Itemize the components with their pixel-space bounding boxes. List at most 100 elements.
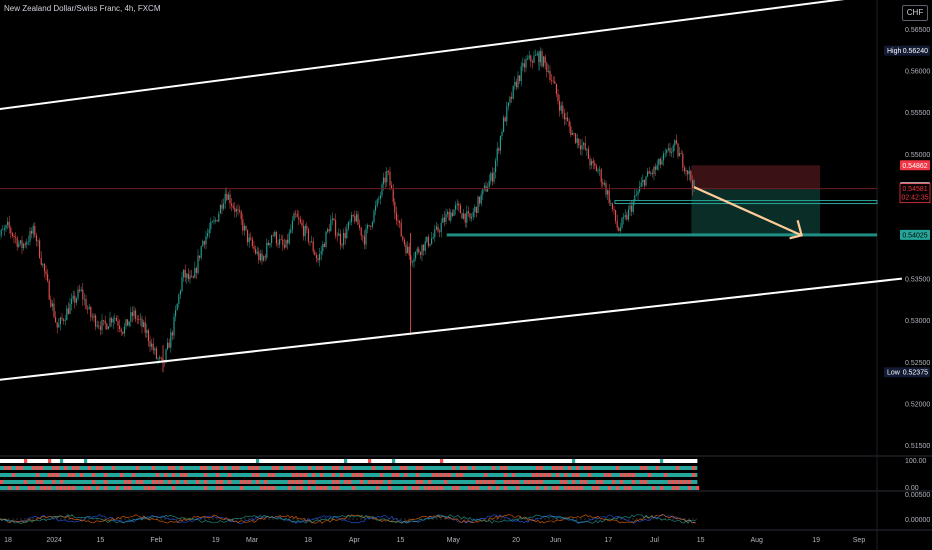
candle-body	[439, 231, 441, 233]
candle-body	[475, 206, 477, 213]
candle-body	[400, 223, 402, 237]
indicator-cell	[40, 486, 44, 490]
candle-body	[66, 308, 68, 321]
last-price-badge-frame	[899, 183, 931, 204]
candle-body	[90, 306, 92, 318]
candle-body	[64, 320, 66, 321]
indicator-cell	[32, 486, 36, 490]
candle-body	[130, 312, 132, 322]
candle-body	[408, 246, 410, 256]
indicator-cell	[592, 486, 596, 490]
indicator-cell	[116, 486, 120, 490]
indicator-cell	[512, 473, 516, 477]
countdown-badge: 02:42:35	[901, 195, 928, 202]
indicator-cell	[32, 466, 36, 470]
indicator-cell	[376, 486, 380, 490]
candle-body	[613, 208, 615, 211]
indicator-cell	[176, 480, 180, 484]
indicator-cell	[268, 486, 272, 490]
candle-body	[63, 319, 65, 321]
indicator-cell	[448, 473, 452, 477]
candle-body	[456, 203, 458, 206]
level-lines[interactable]	[0, 188, 878, 237]
candle-body	[615, 210, 617, 222]
indicator-cell	[532, 473, 536, 477]
candle-body	[483, 185, 485, 189]
candle-body	[107, 326, 109, 330]
candle-body	[261, 253, 263, 261]
candle-body	[301, 222, 303, 226]
indicator-cell	[540, 473, 544, 477]
indicator-cell	[180, 473, 184, 477]
indicator-cell	[416, 466, 420, 470]
indicator-cell	[532, 480, 536, 484]
indicator2-tick: 0.00500	[905, 492, 930, 499]
candle-body	[266, 242, 268, 258]
price-axis[interactable]: 0.56500 0.56000 0.55500 0.55000 0.53500 0.530…	[884, 27, 930, 450]
indicator-cell	[424, 486, 428, 490]
indicator-cell	[672, 480, 676, 484]
price-tick-label: 0.52000	[905, 401, 930, 408]
indicator-cell	[540, 466, 544, 470]
indicator-cell	[8, 466, 12, 470]
channel-line-channel-lower	[0, 277, 902, 381]
indicator-cell	[36, 466, 40, 470]
candle-body	[328, 229, 330, 232]
candle-body	[586, 148, 588, 150]
candle-body	[307, 229, 309, 242]
indicator-cell	[628, 486, 632, 490]
candle-body	[2, 229, 4, 231]
candle-body	[535, 55, 537, 56]
indicator-cell	[272, 466, 276, 470]
candle-body	[610, 202, 612, 204]
candle-body	[386, 170, 388, 183]
indicator-cell	[644, 466, 648, 470]
candle-body	[690, 170, 692, 181]
indicator-cell	[288, 486, 292, 490]
indicator-cell	[392, 459, 396, 463]
indicator-cell	[384, 466, 388, 470]
indicator-cell	[368, 459, 372, 463]
indicator-cell	[432, 486, 436, 490]
time-axis[interactable]: 18 2024 15 Feb 19 Mar 18 Apr 15 May 20 Jun 17 Jul 15 Au…	[4, 537, 865, 544]
candle-body	[10, 227, 12, 233]
candle-body	[122, 331, 124, 334]
candle-body	[477, 196, 479, 213]
indicator-cell	[20, 466, 24, 470]
indicator-cell	[180, 466, 184, 470]
candle-body	[344, 232, 346, 239]
indicator-cell	[468, 486, 472, 490]
candle-body	[237, 209, 239, 211]
indicator-cell	[556, 473, 560, 477]
candle-body	[96, 325, 98, 327]
candle-body	[650, 172, 652, 174]
currency-button[interactable]: CHF	[902, 5, 928, 21]
indicator-cell	[316, 486, 320, 490]
candle-body	[557, 93, 559, 102]
trend-channel[interactable]	[0, 0, 902, 383]
indicator-cell	[416, 480, 420, 484]
indicator-cell	[92, 473, 96, 477]
indicator-cell	[256, 473, 260, 477]
candle-body	[7, 221, 9, 226]
indicator-cell	[608, 473, 612, 477]
indicator-cell	[156, 480, 160, 484]
candle-body	[611, 202, 613, 209]
time-tick-label: Jul	[650, 537, 659, 544]
indicator-cell	[308, 466, 312, 470]
symbol-title[interactable]: New Zealand Dollar/Swiss Franc, 4h, FXCM	[4, 4, 161, 13]
high-badge-value: 0.56240	[903, 48, 928, 55]
candle-body	[595, 165, 597, 172]
candle-body	[384, 177, 386, 183]
candle-body	[29, 231, 31, 242]
indicator-cell	[332, 486, 336, 490]
indicator-cell	[580, 486, 584, 490]
candle-body	[143, 322, 145, 327]
candle-body	[306, 226, 308, 230]
candle-body	[138, 319, 140, 320]
candle-body	[387, 170, 389, 172]
candle-body	[643, 179, 645, 186]
indicator-cell	[428, 480, 432, 484]
projection-arrow[interactable]	[693, 186, 803, 240]
